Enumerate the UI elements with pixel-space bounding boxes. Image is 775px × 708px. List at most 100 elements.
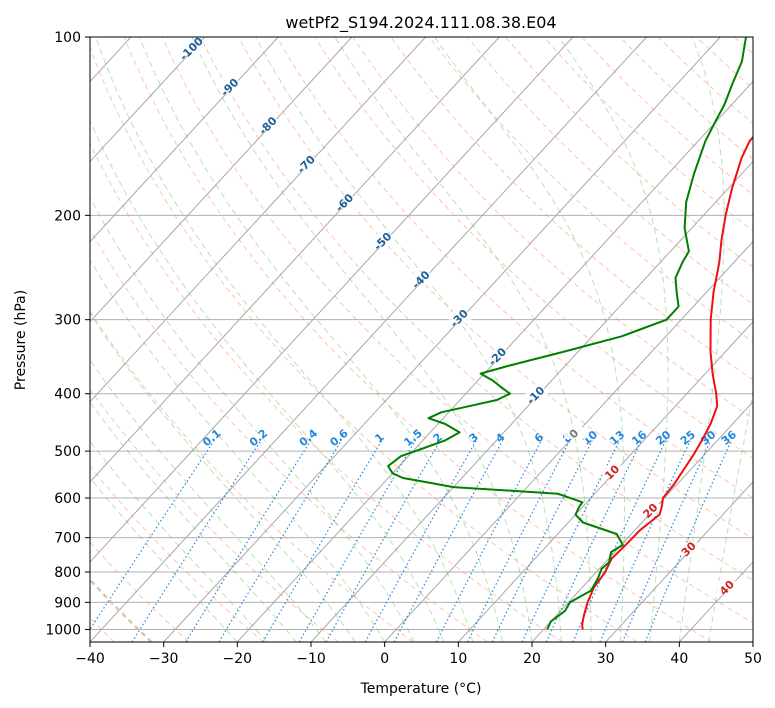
isotherm-label-backdrop [372, 234, 395, 247]
dry-adiabat-line [90, 46, 638, 642]
background-lines [90, 37, 753, 642]
mixing-ratio-line [621, 440, 712, 642]
dry-adiabat-line [90, 310, 414, 642]
isotherm-label: 20 [641, 501, 663, 521]
y-axis: 100 200 300 400 500 600 700 800 900 1000 [45, 30, 90, 638]
isotherm-label-backdrop [219, 80, 242, 93]
x-tick-label: 10 [449, 651, 467, 667]
moist-adiabat-line [90, 401, 297, 642]
mixing-ratio-line [218, 440, 342, 642]
isotherm-line [531, 401, 753, 642]
isotherm-label-backdrop [449, 311, 472, 324]
mixing-ratio-line [466, 440, 571, 642]
x-tick-label: 0 [380, 651, 389, 667]
x-tick-label: 40 [670, 651, 688, 667]
moist-adiabat-line [90, 119, 445, 642]
dry-adiabat-line [390, 37, 753, 381]
isotherm-label-backdrop [678, 542, 701, 555]
moist-adiabat-line [90, 440, 268, 642]
isotherm-label-backdrop [564, 427, 587, 439]
isotherm-label-backdrop [640, 504, 663, 516]
isotherm-line [90, 37, 574, 563]
dry-adiabat-line [466, 37, 753, 305]
temperature-line [581, 135, 753, 630]
mixing-ratio-line [298, 440, 416, 642]
isotherm-label: 30 [679, 539, 701, 559]
isotherm-label-backdrop [258, 119, 281, 131]
x-tick-label: −40 [75, 651, 105, 667]
isotherm-label-backdrop [717, 581, 740, 593]
isotherm-line [384, 240, 753, 642]
x-tick-label: 30 [597, 651, 615, 667]
dry-adiabat-line [161, 37, 753, 624]
y-tick-label: 1000 [45, 622, 81, 638]
y-tick-label: 800 [54, 565, 81, 581]
dry-adiabat-line [90, 228, 488, 642]
moist-adiabat-line [95, 37, 474, 642]
dewpoint-line [387, 37, 747, 630]
moist-adiabat-line [708, 389, 753, 642]
moist-adiabat-line [90, 258, 386, 642]
y-tick-label: 200 [54, 208, 81, 224]
moist-adiabat-line [191, 37, 533, 642]
isotherm-label: 40 [717, 578, 740, 598]
mixing-ratio-line [325, 440, 441, 642]
y-tick-label: 100 [54, 30, 81, 46]
isotherm-label: 0 [564, 426, 587, 441]
mixing-ratio-line [90, 440, 215, 631]
y-tick-label: 300 [54, 313, 81, 329]
mixing-ratio-line [393, 440, 504, 642]
moist-adiabat-line [334, 37, 592, 642]
moist-adiabat-line [90, 312, 356, 642]
isotherm-label-backdrop [487, 350, 510, 362]
y-tick-label: 900 [54, 595, 81, 611]
isotherm-label-backdrop [181, 42, 204, 54]
isotherm-line [163, 37, 721, 642]
moist-adiabat-line [90, 359, 327, 642]
moist-adiabat-line [138, 37, 503, 642]
isotherm-line [236, 80, 753, 642]
mixing-ratio-line [491, 440, 593, 642]
mixing-ratio-line [131, 440, 262, 642]
y-tick-label: 500 [54, 444, 81, 460]
x-axis-label: Temperature (°C) [360, 681, 482, 697]
profile-lines [387, 37, 753, 630]
mixing-ratio-line [599, 440, 691, 642]
isotherm-line [310, 160, 753, 642]
x-tick-label: −20 [223, 651, 253, 667]
isotherm-label-backdrop [411, 273, 434, 285]
isotherm-line [605, 481, 753, 642]
dry-adiabat-line [90, 465, 264, 642]
mixing-ratio-line [185, 440, 312, 642]
mixing-ratio-line [644, 440, 732, 642]
x-axis: −40 −30 −20 −10 0 10 20 30 40 50 [75, 642, 762, 667]
x-tick-label: −10 [296, 651, 326, 667]
plot-frame [89, 36, 754, 643]
isotherm-line [457, 320, 753, 642]
isotherm-line [90, 37, 500, 483]
isotherm-label-backdrop [334, 196, 357, 208]
isotherm-label-backdrop [296, 157, 319, 170]
x-tick-label: −30 [149, 651, 179, 667]
x-tick-label: 50 [744, 651, 762, 667]
isotherm-label-backdrop [602, 465, 625, 478]
y-axis-label: Pressure (hPa) [13, 290, 29, 390]
y-tick-label: 400 [54, 387, 81, 403]
dry-adiabat-line [276, 37, 753, 499]
isotherm-line [90, 37, 353, 323]
moist-adiabat-line [678, 37, 725, 642]
isotherm-line [90, 37, 279, 243]
x-tick-label: 20 [523, 651, 541, 667]
isotherm-label: 10 [602, 462, 625, 482]
isotherm-line [90, 37, 205, 163]
mixing-ratio-line [262, 440, 383, 642]
y-tick-label: 600 [54, 491, 81, 507]
y-tick-label: 700 [54, 531, 81, 547]
dry-adiabat-line [90, 142, 563, 642]
isotherm-line [90, 37, 426, 403]
moist-adiabat-line [558, 37, 669, 642]
moist-adiabat-line [90, 477, 238, 642]
isotherm-line [90, 37, 647, 642]
